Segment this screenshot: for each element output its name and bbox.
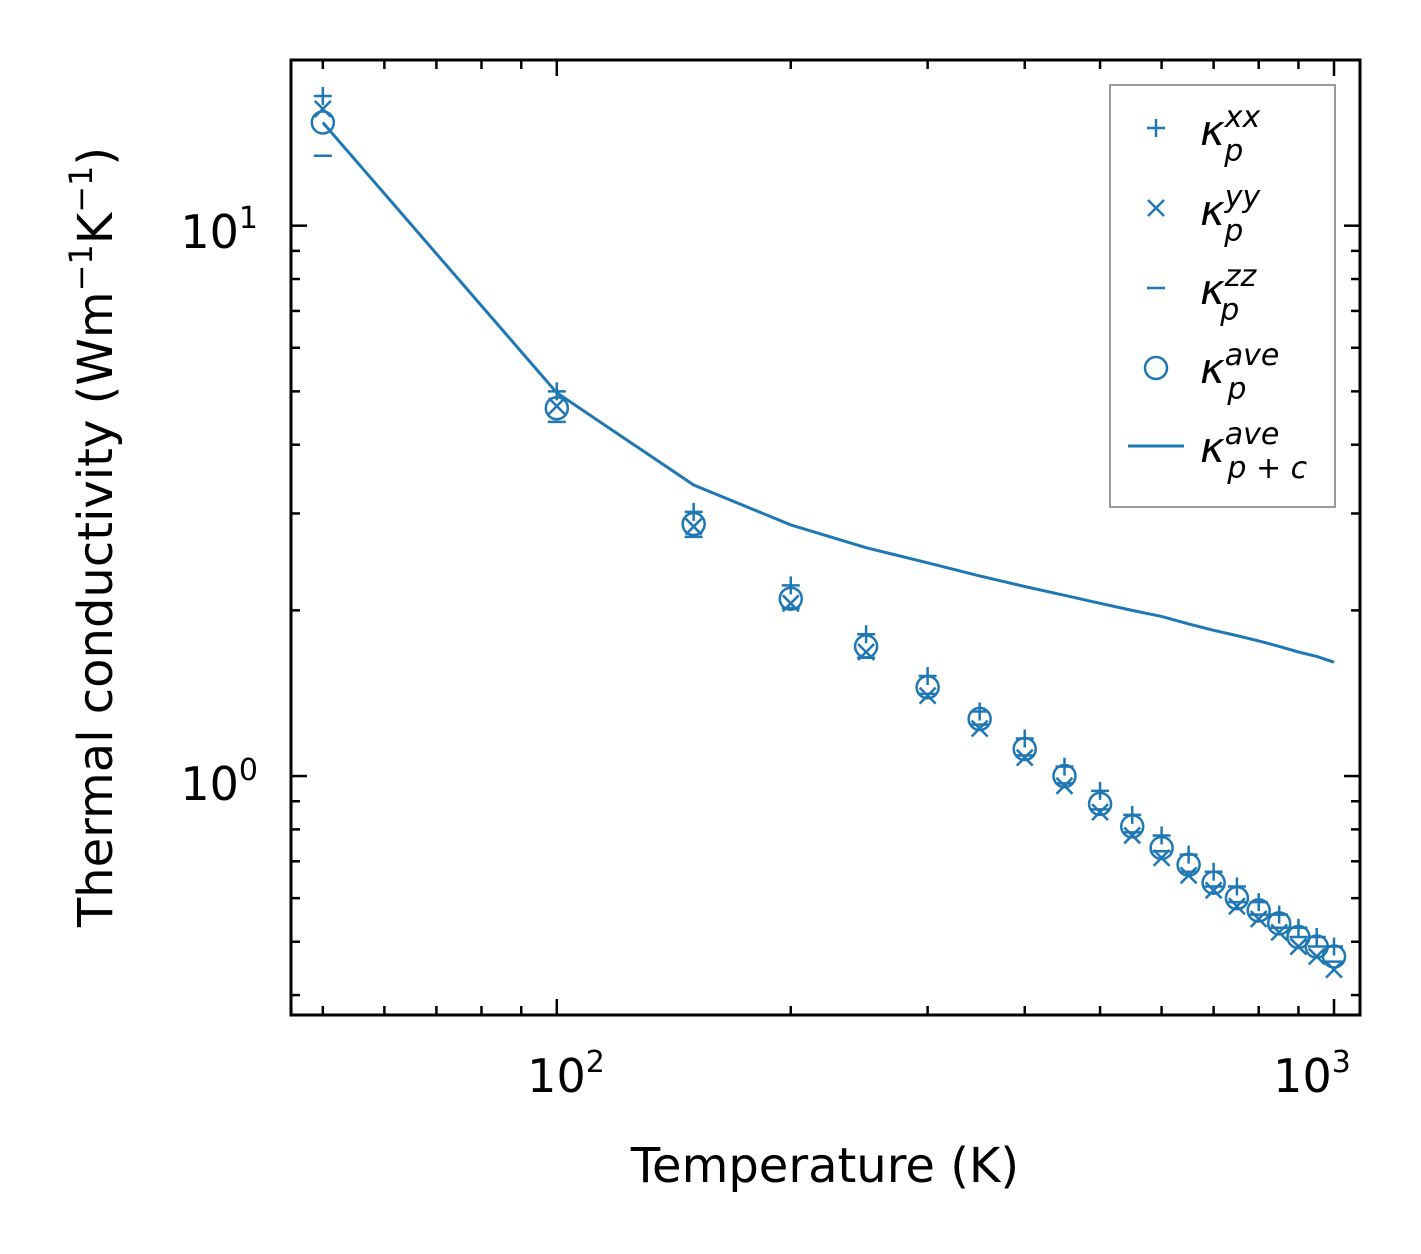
point-kxx-200 <box>781 576 800 595</box>
x-b <box>918 686 937 705</box>
point-kave-50 <box>310 110 336 135</box>
point-kave-850 <box>1266 911 1292 936</box>
y-tick-label-10: 101 <box>180 201 258 259</box>
point-kave-550 <box>1119 814 1145 839</box>
point-kxx-50 <box>313 87 332 106</box>
point-kyy-700 <box>1204 881 1223 900</box>
point-kave-250 <box>853 634 879 659</box>
x-tick-label-100: 102 <box>527 1045 605 1103</box>
point-kave-200 <box>778 586 804 611</box>
point-kave-100 <box>544 395 570 421</box>
point-kave-650 <box>1176 852 1201 877</box>
point-kave-500 <box>1087 791 1113 817</box>
x-axis-title: Temperature (K) <box>630 1138 1019 1194</box>
plot-frame <box>289 58 1362 1017</box>
point-kyy-500 <box>1091 803 1109 821</box>
point-kave-600 <box>1149 835 1174 861</box>
series-kave <box>310 110 1347 969</box>
series-kave_p_c <box>321 121 1335 664</box>
x-b <box>1147 199 1165 217</box>
legend-marker-kyy <box>1147 199 1165 217</box>
point-kave-150 <box>681 511 706 537</box>
legend-marker-kxx <box>1147 119 1165 137</box>
legend-markers <box>1128 119 1184 448</box>
y-axis-title: Thermal conductivity (Wm−1K−1) <box>62 147 124 928</box>
x-b <box>1123 826 1142 845</box>
legend-label-kave: κave p <box>1200 338 1279 407</box>
point-kyy-400 <box>1015 748 1034 767</box>
legend-label-kyy: κyy p <box>1200 180 1262 249</box>
point-kyy-150 <box>684 517 703 536</box>
x-b <box>684 517 703 536</box>
x-b <box>547 397 566 416</box>
x-b <box>1289 937 1308 956</box>
legend-marker-kave <box>1143 355 1169 381</box>
point-kyy-1000 <box>1325 960 1343 979</box>
x-b <box>1015 748 1034 767</box>
point-kyy-300 <box>918 686 937 705</box>
series-kzz <box>313 154 1344 963</box>
legend: κxx p κyy p κzz p κave p κave p + c <box>1109 84 1336 508</box>
y-tick-label-1: 100 <box>180 753 258 811</box>
x-b <box>970 719 989 738</box>
legend-box <box>1109 84 1336 508</box>
legend-label-kzz: κzz p <box>1200 259 1258 328</box>
point-kxx-500 <box>1091 781 1110 800</box>
legend-label-kave-p-c: κave p + c <box>1200 417 1308 486</box>
point-kave-300 <box>915 674 940 700</box>
point-kyy-550 <box>1123 826 1142 845</box>
point-kyy-350 <box>970 719 989 738</box>
point-kave-350 <box>967 706 992 732</box>
legend-label-kxx: κxx p <box>1200 100 1261 169</box>
x-b <box>1325 960 1343 979</box>
point-kave-700 <box>1201 870 1226 895</box>
point-kxx-350 <box>970 702 989 721</box>
x-tick-label-1000: 103 <box>1273 1045 1351 1103</box>
point-kyy-100 <box>547 397 566 416</box>
point-kave-1000 <box>1321 944 1347 969</box>
major-ticks <box>291 60 1360 1015</box>
point-kave-750 <box>1224 885 1250 911</box>
point-kave-800 <box>1246 898 1271 923</box>
point-kxx-600 <box>1152 826 1171 845</box>
point-kave-450 <box>1052 763 1077 789</box>
series-line-kave_p_c <box>321 121 1335 664</box>
x-b <box>1204 881 1223 900</box>
series-layer <box>310 87 1347 979</box>
x-b <box>1091 803 1109 821</box>
point-kyy-900 <box>1289 937 1308 956</box>
point-kave-400 <box>1012 736 1037 762</box>
